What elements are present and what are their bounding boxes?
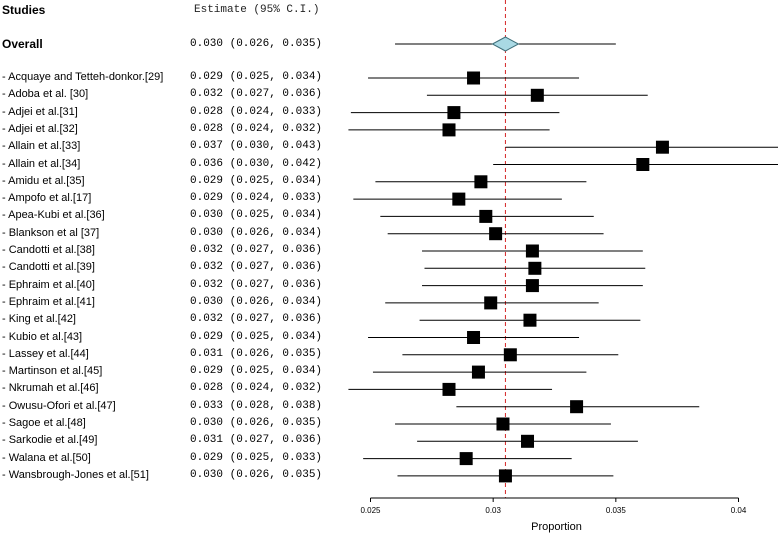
study-estimate-text: 0.032 (0.027, 0.036): [190, 278, 323, 291]
study-estimate-text: 0.030 (0.026, 0.035): [190, 468, 323, 481]
study-point-box: [521, 434, 535, 448]
study-estimate-text: 0.029 (0.025, 0.034): [190, 174, 323, 187]
study-estimate-text: 0.028 (0.024, 0.032): [190, 122, 323, 135]
study-estimate-text: 0.029 (0.025, 0.033): [190, 451, 323, 464]
study-estimate-text: 0.029 (0.024, 0.033): [190, 192, 323, 205]
study-label: - Sarkodie et al.[49]: [2, 434, 98, 447]
study-point-box: [655, 140, 669, 154]
study-point-box: [459, 452, 473, 466]
x-tick-label: 0.035: [606, 506, 627, 515]
study-point-box: [503, 348, 517, 362]
study-label: - Kubio et al.[43]: [2, 330, 83, 343]
study-point-box: [498, 469, 512, 483]
study-estimate-text: 0.032 (0.027, 0.036): [190, 261, 323, 274]
x-tick-label: 0.03: [485, 506, 501, 515]
study-estimate-text: 0.032 (0.027, 0.036): [190, 313, 323, 326]
study-estimate-text: 0.031 (0.026, 0.035): [190, 347, 323, 360]
study-label: - Nkrumah et al.[46]: [2, 382, 99, 395]
study-estimate-text: 0.030 (0.026, 0.034): [190, 295, 323, 308]
study-estimate-text: 0.029 (0.025, 0.034): [190, 330, 323, 343]
study-label: - Wansbrough-Jones et al.[51]: [2, 468, 149, 481]
study-point-box: [530, 88, 544, 102]
study-point-box: [452, 192, 466, 206]
study-label: - Amidu et al.[35]: [2, 174, 85, 187]
study-label: - Candotti et al.[39]: [2, 261, 95, 274]
study-estimate-text: 0.036 (0.030, 0.042): [190, 157, 323, 170]
study-point-box: [570, 400, 584, 414]
study-estimate-text: 0.031 (0.027, 0.036): [190, 434, 323, 447]
study-label: - Candotti et al.[38]: [2, 244, 95, 256]
study-label: - Ephraim et al.[41]: [2, 295, 95, 308]
study-label: - Ampofo et al.[17]: [2, 192, 92, 205]
study-point-box: [447, 106, 461, 120]
study-estimate-text: 0.030 (0.026, 0.035): [190, 417, 323, 429]
study-estimate-text: 0.033 (0.028, 0.038): [190, 399, 323, 412]
study-label: - Adjei et al.[32]: [2, 122, 78, 135]
study-estimate-text: 0.028 (0.024, 0.032): [190, 382, 323, 395]
overall-diamond: [491, 36, 520, 52]
study-label: - King et al.[42]: [2, 313, 76, 326]
estimate-column-header: Estimate (95% C.I.): [194, 4, 320, 16]
study-label: - Owusu-Ofori et al.[47]: [2, 399, 116, 412]
study-label: - Adjei et al.[31]: [2, 105, 78, 118]
study-estimate-text: 0.029 (0.025, 0.034): [190, 365, 323, 378]
studies-column-header: Studies: [2, 3, 46, 17]
study-point-box: [489, 227, 503, 241]
overall-label: Overall: [2, 37, 43, 51]
study-estimate-text: 0.032 (0.027, 0.036): [190, 88, 323, 101]
study-label: - Martinson et al.[45]: [2, 365, 103, 378]
study-label: - Sagoe et al.[48]: [2, 417, 86, 429]
study-point-box: [474, 175, 488, 189]
study-point-box: [496, 417, 510, 431]
study-point-box: [442, 123, 456, 137]
study-label: - Apea-Kubi et al.[36]: [2, 209, 105, 222]
study-estimate-text: 0.032 (0.027, 0.036): [190, 244, 323, 256]
study-point-box: [525, 279, 539, 293]
study-label: - Walana et al.[50]: [2, 451, 91, 464]
study-label: - Acquaye and Tetteh-donkor.[29]: [2, 71, 164, 83]
x-axis-title: Proportion: [531, 521, 582, 533]
study-estimate-text: 0.030 (0.026, 0.034): [190, 226, 323, 239]
study-point-box: [523, 313, 537, 327]
study-label: - Ephraim et al.[40]: [2, 278, 95, 291]
study-point-box: [525, 244, 539, 258]
study-label: - Adoba et al. [30]: [2, 88, 89, 101]
study-point-box: [479, 209, 493, 223]
study-label: - Allain et al.[34]: [2, 157, 81, 170]
x-tick-label: 0.025: [360, 506, 381, 515]
study-point-box: [528, 261, 542, 275]
x-tick-label: 0.04: [731, 506, 747, 515]
study-point-box: [636, 158, 650, 171]
study-point-box: [484, 296, 498, 310]
study-label: - Allain et al.[33]: [2, 140, 81, 153]
study-estimate-text: 0.029 (0.025, 0.034): [190, 71, 323, 83]
study-point-box: [442, 382, 456, 396]
study-point-box: [467, 71, 481, 85]
study-estimate-text: 0.028 (0.024, 0.033): [190, 105, 323, 118]
study-label: - Blankson et al [37]: [2, 226, 100, 239]
study-label: - Lassey et al.[44]: [2, 347, 89, 360]
study-point-box: [471, 365, 485, 379]
study-estimate-text: 0.030 (0.025, 0.034): [190, 209, 323, 222]
overall-estimate-text: 0.030 (0.026, 0.035): [190, 38, 323, 50]
study-point-box: [467, 331, 481, 344]
study-estimate-text: 0.037 (0.030, 0.043): [190, 140, 323, 153]
